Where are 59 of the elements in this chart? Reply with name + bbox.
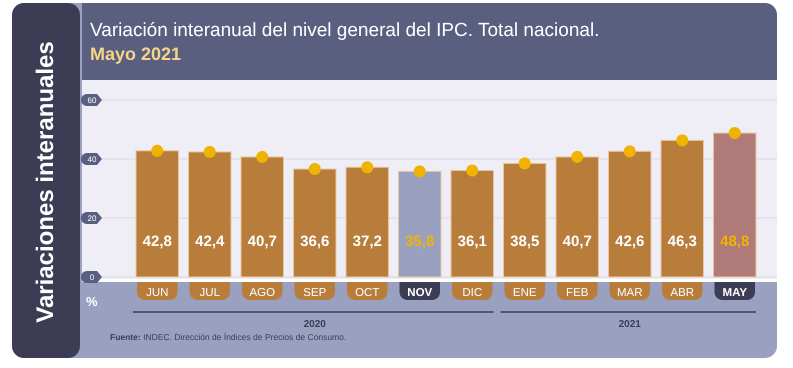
y-tick-label: 0: [90, 273, 95, 282]
x-tick-label: AGO: [249, 287, 276, 299]
x-tick-label: NOV: [407, 287, 433, 299]
text: 2021: [618, 319, 642, 330]
point: [414, 165, 426, 178]
data-label: 36,6: [300, 233, 330, 250]
x-tick-label: ENE: [512, 287, 537, 299]
data-label: 42,6: [615, 233, 644, 250]
text: %: [86, 294, 98, 309]
point: [361, 161, 374, 174]
point: [308, 163, 321, 176]
data-label: 36,1: [458, 233, 487, 250]
point: [256, 150, 268, 163]
bar: [608, 150, 652, 278]
point: [518, 157, 531, 170]
source-note: Fuente: INDEC. Dirección de Índices de Precios de Consumo.: [110, 332, 346, 342]
chart-title: Variación interanual del nivel general del IPC. Total nacional.: [90, 20, 600, 41]
data-label: 38,5: [510, 233, 540, 250]
point: [466, 164, 478, 177]
bar: [712, 132, 756, 278]
data-label: 35,8: [405, 233, 434, 250]
data-label: 40,7: [562, 233, 592, 250]
x-tick-label: DIC: [462, 287, 482, 299]
bar: [555, 156, 600, 278]
x-tick-label: ABR: [670, 287, 694, 299]
y-tick-label: 20: [88, 214, 97, 223]
bar: [136, 150, 180, 278]
point: [676, 134, 688, 146]
data-label: 42,8: [142, 233, 172, 250]
bar: [188, 151, 232, 278]
bar: [450, 170, 494, 278]
x-tick-label: SEP: [303, 287, 327, 299]
y-axis-title: Variaciones interanuales: [32, 41, 59, 323]
point: [728, 127, 741, 140]
data-label: 48,8: [720, 233, 750, 250]
y-tick-label: 40: [88, 155, 97, 164]
point: [624, 145, 636, 158]
bar: [398, 170, 442, 278]
point: [151, 144, 164, 157]
x-tick-label: JUN: [146, 287, 168, 299]
x-tick-label: MAR: [616, 287, 643, 299]
x-tick-label: FEB: [566, 287, 589, 299]
x-tick-label: OCT: [355, 287, 380, 299]
y-tick-label: 60: [88, 96, 97, 105]
point: [571, 150, 584, 163]
data-label: 37,2: [352, 233, 382, 250]
data-label: 40,7: [248, 233, 277, 250]
x-tick-label: JUL: [200, 287, 221, 299]
data-label: 46,3: [668, 233, 697, 250]
bar: [502, 162, 547, 278]
bar: [660, 140, 704, 278]
chart-subtitle: Mayo 2021: [90, 44, 182, 64]
data-label: 42,4: [195, 233, 226, 250]
point: [204, 146, 216, 158]
bar: [240, 156, 284, 278]
x-tick-label: MAY: [722, 287, 748, 299]
text: 2020: [304, 319, 326, 330]
bar: [345, 166, 390, 278]
bar: [292, 168, 337, 278]
